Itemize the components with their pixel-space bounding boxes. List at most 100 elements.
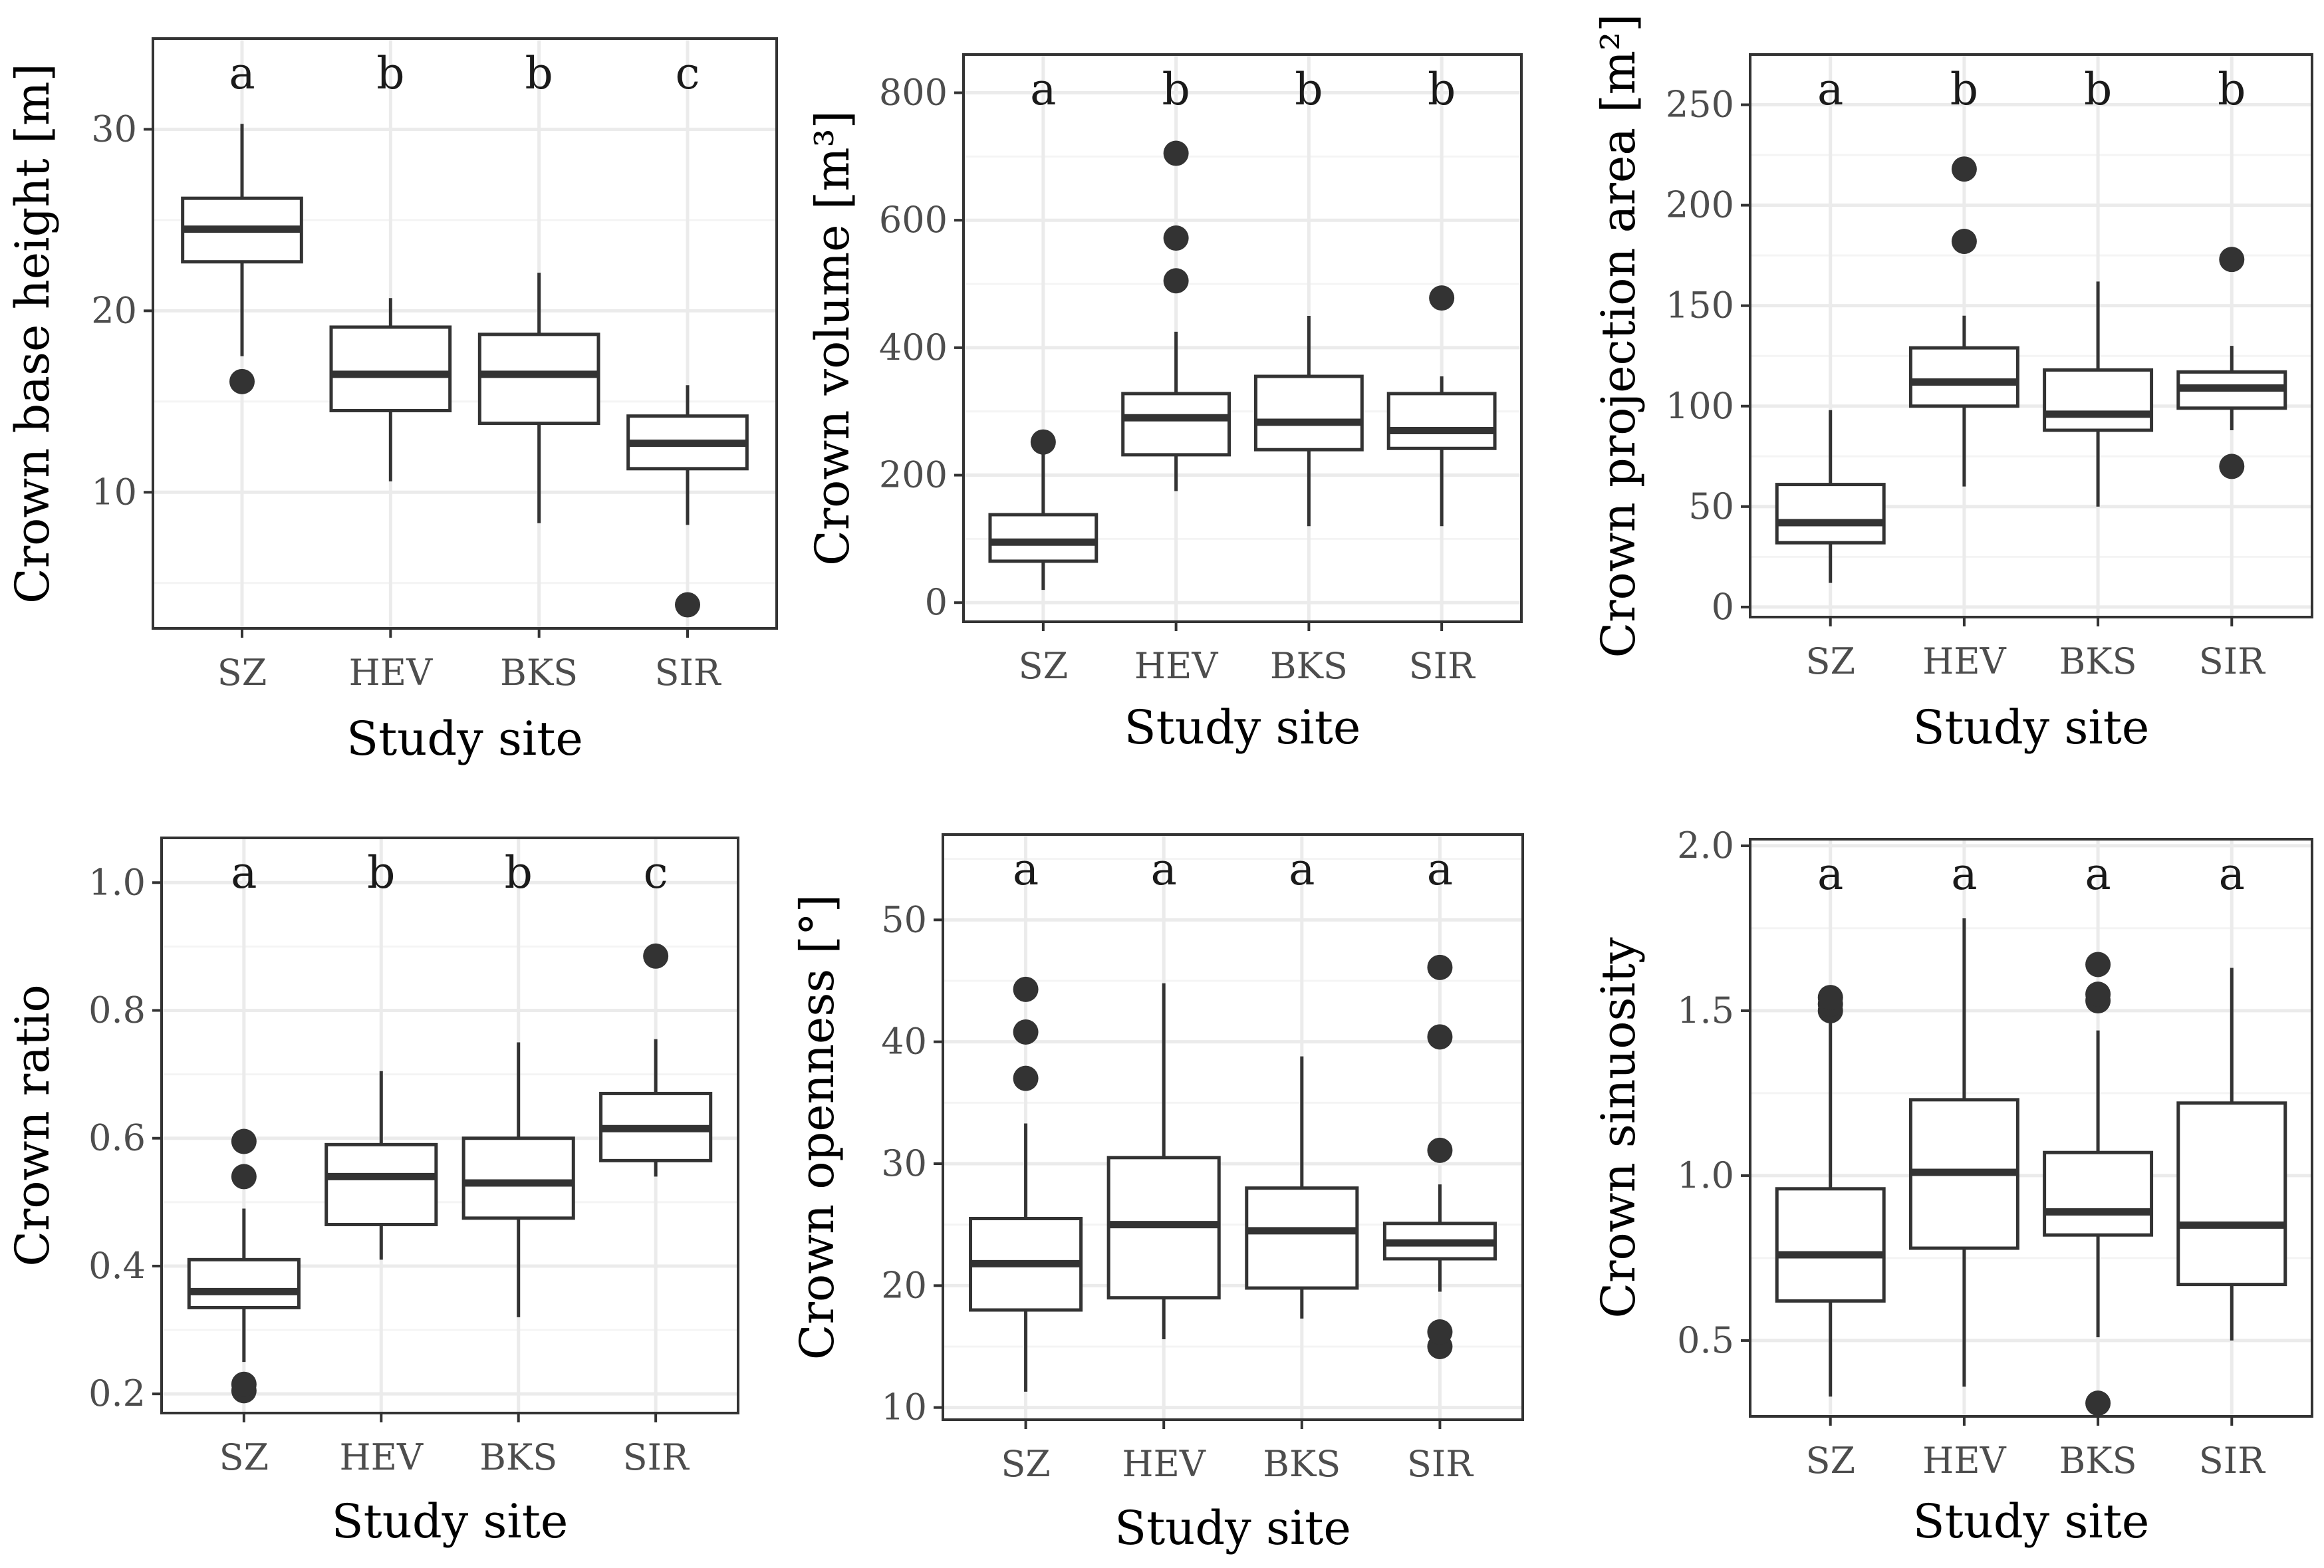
y-tick-label: 10 [881,1386,927,1428]
panel-1: a b b c 10 20 30 SZ HEV BKS SIR Study site Crown bas… [5,37,778,766]
y-tick-label: 600 [879,199,948,241]
panel-3: a b b b 0 50 100 150 200 250 SZ HEV BKS SIR Study site… [1591,14,2313,755]
x-tick-label: BKS [2059,640,2137,682]
outlier-point [675,592,700,618]
significance-label: b [2218,64,2246,115]
outlier-point [231,1128,257,1154]
significance-label: b [1162,64,1190,115]
y-tick-label: 2.0 [1677,825,1734,866]
significance-label: a [1289,844,1315,895]
outlier-point [2085,1390,2111,1416]
significance-label: b [505,847,533,898]
box-SZ [988,429,1098,590]
outlier-point [1427,954,1453,980]
outlier-point [1163,140,1189,166]
significance-label: b [367,847,395,898]
x-tick-label: BKS [1270,645,1348,687]
x-tick-label: SIR [1409,645,1476,687]
box-SZ [969,976,1083,1392]
x-tick-label: HEV [1922,640,2007,682]
outlier-point [1429,285,1455,311]
y-tick-label: 30 [91,108,137,150]
significance-label: a [229,48,255,99]
box-SZ [181,124,303,394]
box-BKS [2043,281,2154,507]
outlier-point [2085,981,2111,1007]
significance-label: a [1013,844,1039,895]
y-axis-title: Crown sinuosity [1591,937,1646,1318]
x-tick-label: BKS [2059,1440,2137,1482]
x-tick-label: HEV [1134,645,1219,687]
panel-background [943,835,1523,1420]
significance-label: c [676,48,700,99]
box-BKS [461,1042,575,1317]
box-SIR [2176,968,2287,1341]
x-tick-label: SZ [1001,1443,1051,1485]
significance-label: c [644,847,668,898]
significance-label: b [1950,64,1978,115]
y-tick-label: 0.8 [88,989,146,1031]
box-HEV [1908,156,2019,487]
outlier-point [1013,1065,1039,1091]
box-iqr [1245,1186,1359,1290]
box-SIR [599,943,713,1177]
x-tick-label: SZ [1019,645,1069,687]
box-iqr [1121,392,1231,457]
outlier-point [1951,228,1977,254]
y-tick-label: 50 [881,898,927,940]
significance-label: a [1817,64,1843,115]
y-tick-label: 1.0 [1677,1154,1734,1196]
significance-label: a [2219,849,2245,900]
box-SIR [626,385,749,618]
y-axis-title: Crown base height [m] [5,63,60,604]
y-tick-label: 200 [879,454,948,496]
y-tick-label: 200 [1666,184,1734,226]
y-tick-label: 20 [881,1264,927,1306]
x-tick-label: SIR [655,652,721,694]
y-tick-label: 0.4 [88,1245,146,1287]
y-tick-label: 0.5 [1677,1319,1734,1361]
panel-2: a b b b 0 200 400 600 800 SZ HEV BKS SIR Study site Cr… [805,53,1523,755]
x-tick-label: SZ [1805,1440,1855,1482]
y-tick-label: 0.6 [88,1117,146,1159]
box-iqr [1253,374,1364,452]
y-tick-label: 40 [881,1021,927,1063]
box-iqr [324,1142,438,1226]
x-axis-title: Study site [1124,700,1361,755]
y-tick-label: 20 [91,289,137,331]
x-axis-title: Study site [1913,700,2150,755]
box-iqr [461,1136,575,1220]
panel-4: a b b c 0.2 0.4 0.6 0.8 1.0 SZ HEV BKS SIR Study site… [5,837,739,1549]
x-axis-title: Study site [332,1494,569,1549]
outlier-point [1951,156,1977,182]
significance-label: a [1951,849,1977,900]
significance-label: a [1427,844,1453,895]
box-SIR [2176,247,2287,479]
x-tick-label: SIR [2199,1440,2265,1482]
box-HEV [1908,918,2019,1387]
y-tick-label: 10 [91,471,137,513]
x-tick-label: HEV [340,1436,424,1478]
y-tick-label: 1.5 [1677,989,1734,1031]
y-tick-label: 400 [879,327,948,368]
box-HEV [324,1071,438,1260]
box-HEV [1121,140,1231,491]
outlier-point [2219,454,2245,479]
outlier-point [1013,976,1039,1002]
outlier-point [2219,247,2245,273]
significance-label: a [1151,844,1177,895]
panel-border [160,837,739,1414]
y-axis-title: Crown ratio [5,984,60,1266]
outlier-point [1427,1024,1453,1050]
y-tick-label: 800 [879,72,948,114]
y-axis-title: Crown projection area [m²] [1591,14,1646,658]
panel-border [1749,838,2313,1418]
x-axis-title: Study site [1114,1501,1351,1555]
box-HEV [329,298,452,481]
panel-6: a a a a 0.5 1.0 1.5 2.0 SZ HEV BKS SIR Study site Cro… [1591,825,2313,1549]
box-BKS [1245,1056,1359,1319]
y-tick-label: 150 [1666,285,1734,327]
outlier-point [231,1371,257,1397]
y-tick-label: 100 [1666,385,1734,427]
box-iqr [2043,1150,2154,1237]
